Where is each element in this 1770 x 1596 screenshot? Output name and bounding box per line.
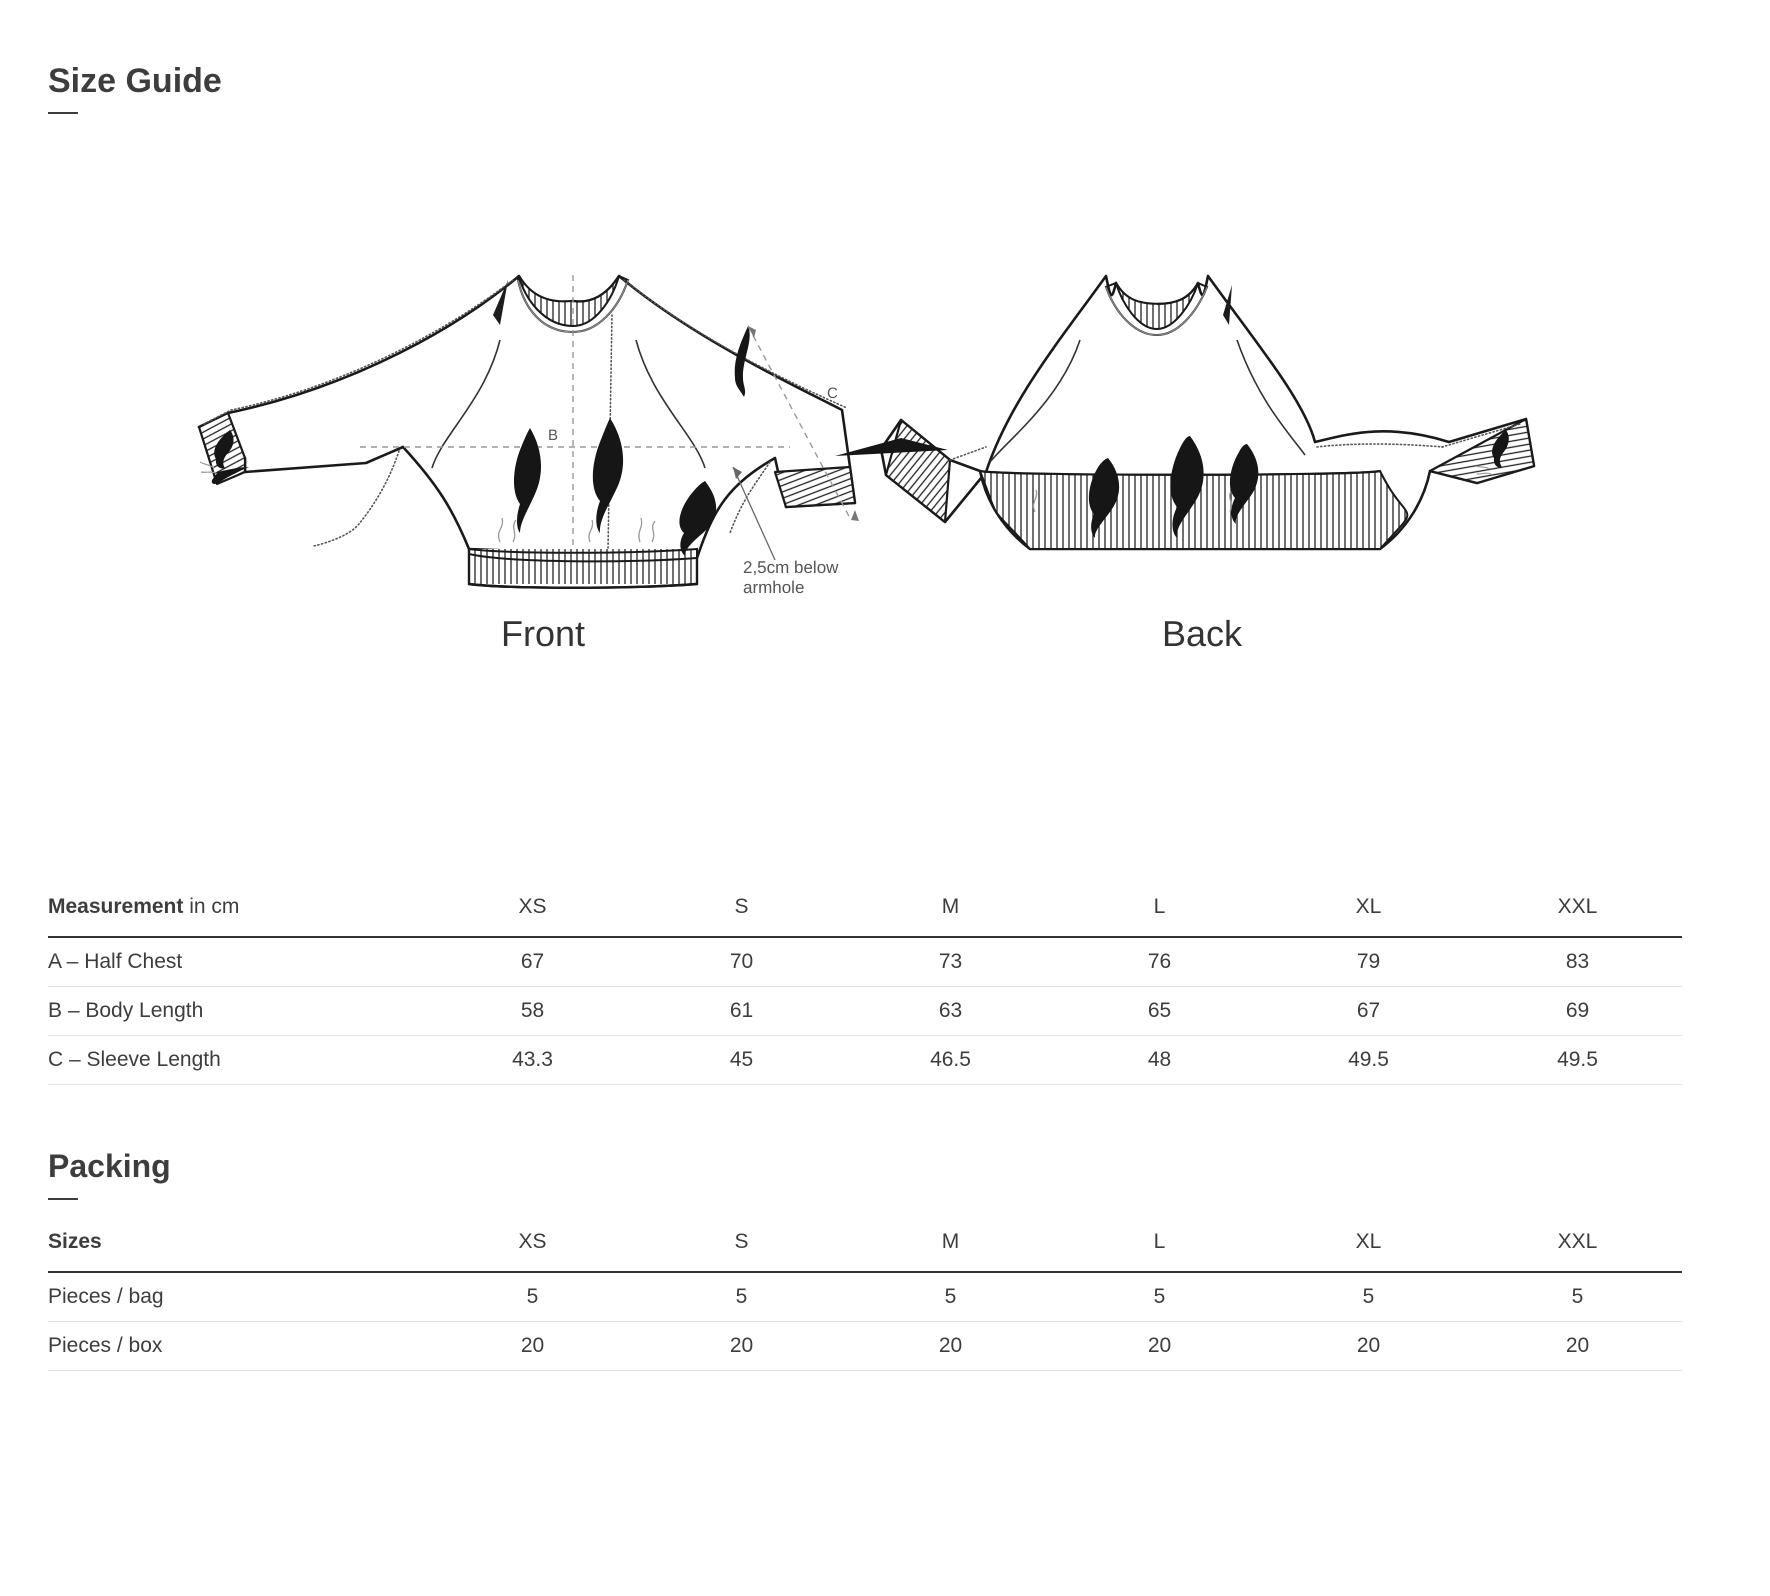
- svg-text:Front: Front: [501, 613, 585, 654]
- svg-text:Back: Back: [1162, 613, 1243, 654]
- svg-text:C: C: [827, 385, 838, 402]
- svg-text:2,5cm below: 2,5cm below: [743, 558, 839, 577]
- svg-text:B: B: [548, 427, 558, 444]
- svg-text:armhole: armhole: [743, 578, 804, 597]
